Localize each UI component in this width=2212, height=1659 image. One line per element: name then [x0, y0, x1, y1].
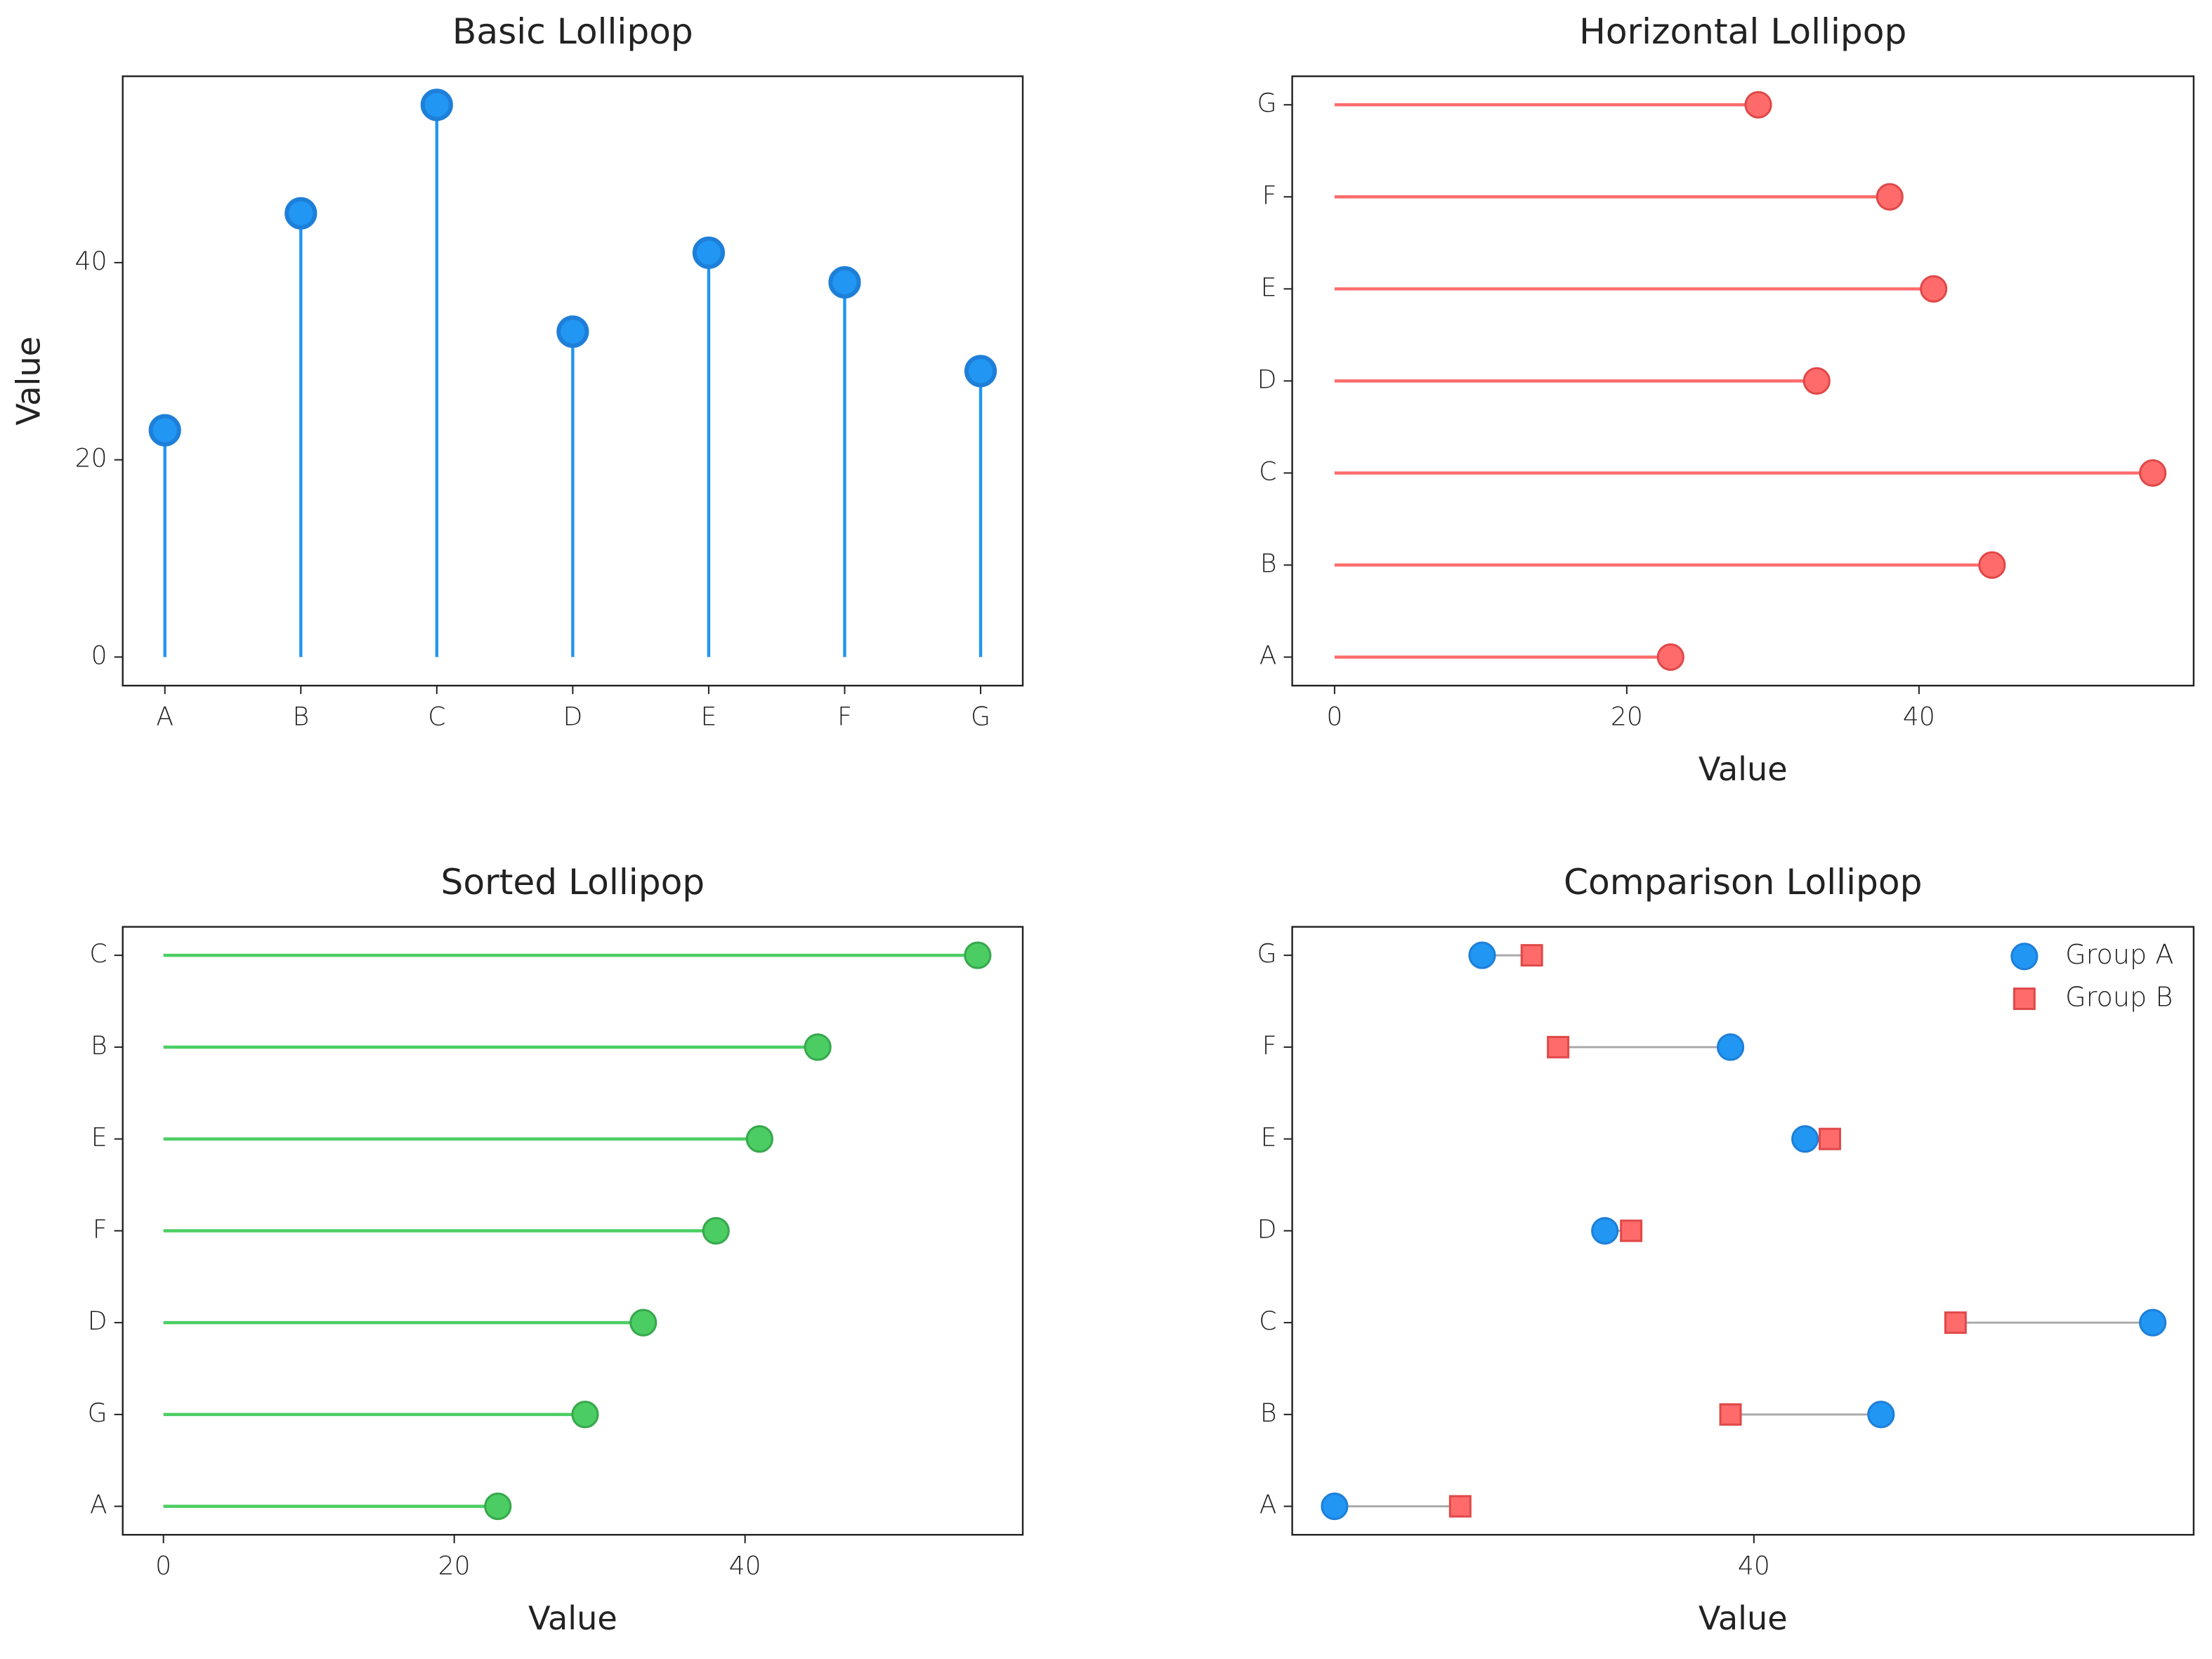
y-tick-label: B [1260, 548, 1277, 578]
y-tick-label: D [1257, 1214, 1277, 1244]
marker [1944, 1311, 1967, 1335]
y-tick-label: C [1259, 1306, 1276, 1336]
marker [1448, 1495, 1472, 1518]
y-tick-label: G [88, 1398, 107, 1428]
marker [1867, 1401, 1895, 1429]
marker [1520, 944, 1543, 967]
y-tick-label: G [1257, 938, 1277, 969]
marker [964, 941, 992, 969]
marker [571, 1401, 599, 1429]
y-tick-label: C [1259, 456, 1276, 486]
x-axis-label: Value [1699, 1599, 1788, 1637]
marker [828, 265, 861, 299]
y-tick-label: A [90, 1490, 107, 1520]
marker [1920, 275, 1948, 303]
marker [484, 1493, 512, 1521]
x-tick-label: G [971, 701, 990, 731]
x-axis-label: Value [528, 1599, 617, 1637]
plot-frame [1291, 926, 2195, 1536]
marker [1591, 1217, 1619, 1245]
marker [1656, 643, 1684, 671]
marker [702, 1217, 730, 1245]
x-tick-label: 20 [1611, 701, 1643, 731]
y-tick-label: E [1261, 1122, 1277, 1153]
marker [420, 88, 453, 122]
marker [284, 197, 318, 230]
marker [148, 414, 181, 447]
marker [1978, 551, 2006, 579]
marker [1620, 1219, 1643, 1242]
marker [804, 1033, 832, 1061]
marker [2013, 988, 2036, 1010]
marker [1716, 1033, 1745, 1061]
y-tick-label: G [1257, 88, 1277, 118]
y-tick-label: 40 [75, 246, 107, 276]
y-tick-label: B [91, 1030, 107, 1061]
y-axis-label: Value [10, 336, 48, 426]
y-tick-label: B [1260, 1398, 1277, 1428]
x-tick-label: D [563, 701, 582, 731]
marker [2010, 943, 2038, 971]
x-axis-label: Value [1699, 750, 1788, 788]
x-tick-label: 20 [438, 1550, 471, 1580]
marker [1468, 941, 1496, 969]
marker [1744, 91, 1772, 119]
marker [692, 236, 726, 269]
x-tick-label: 40 [1738, 1550, 1770, 1580]
y-tick-label: E [1261, 272, 1277, 302]
marker [1791, 1125, 1819, 1153]
x-tick-label: B [292, 701, 309, 731]
y-tick-label: E [91, 1122, 107, 1153]
marker [1547, 1035, 1570, 1058]
marker [2139, 1309, 2167, 1337]
y-tick-label: F [1262, 1030, 1277, 1061]
x-tick-label: 40 [729, 1550, 761, 1580]
marker [1719, 1403, 1742, 1426]
y-tick-label: D [88, 1306, 107, 1336]
marker [1819, 1127, 1841, 1150]
chart-title: Horizontal Lollipop [1579, 11, 1906, 52]
marker [964, 355, 997, 388]
y-tick-label: C [89, 938, 107, 969]
x-tick-label: A [156, 701, 174, 731]
marker [556, 315, 589, 348]
y-tick-label: F [93, 1214, 107, 1244]
marker [1321, 1493, 1349, 1521]
x-tick-label: 0 [1326, 701, 1342, 731]
x-tick-label: F [837, 701, 852, 731]
y-tick-label: F [1262, 180, 1277, 210]
x-tick-label: E [701, 701, 717, 731]
x-tick-label: C [428, 701, 445, 731]
chart-title: Basic Lollipop [452, 11, 693, 52]
chart-title: Sorted Lollipop [441, 861, 705, 903]
x-tick-label: 40 [1903, 701, 1935, 731]
y-tick-label: A [1259, 641, 1277, 671]
y-tick-label: A [1259, 1490, 1277, 1520]
legend-label: Group B [2065, 981, 2173, 1012]
marker [1802, 367, 1831, 395]
chart-title: Comparison Lollipop [1564, 861, 1922, 903]
y-tick-label: D [1257, 364, 1277, 394]
legend-label: Group A [2065, 939, 2173, 970]
x-tick-label: 0 [155, 1550, 171, 1580]
marker [745, 1125, 773, 1153]
y-tick-label: 0 [91, 640, 107, 670]
marker [2139, 459, 2167, 487]
marker [1876, 183, 1904, 211]
marker [629, 1309, 657, 1337]
y-tick-label: 20 [75, 443, 107, 473]
